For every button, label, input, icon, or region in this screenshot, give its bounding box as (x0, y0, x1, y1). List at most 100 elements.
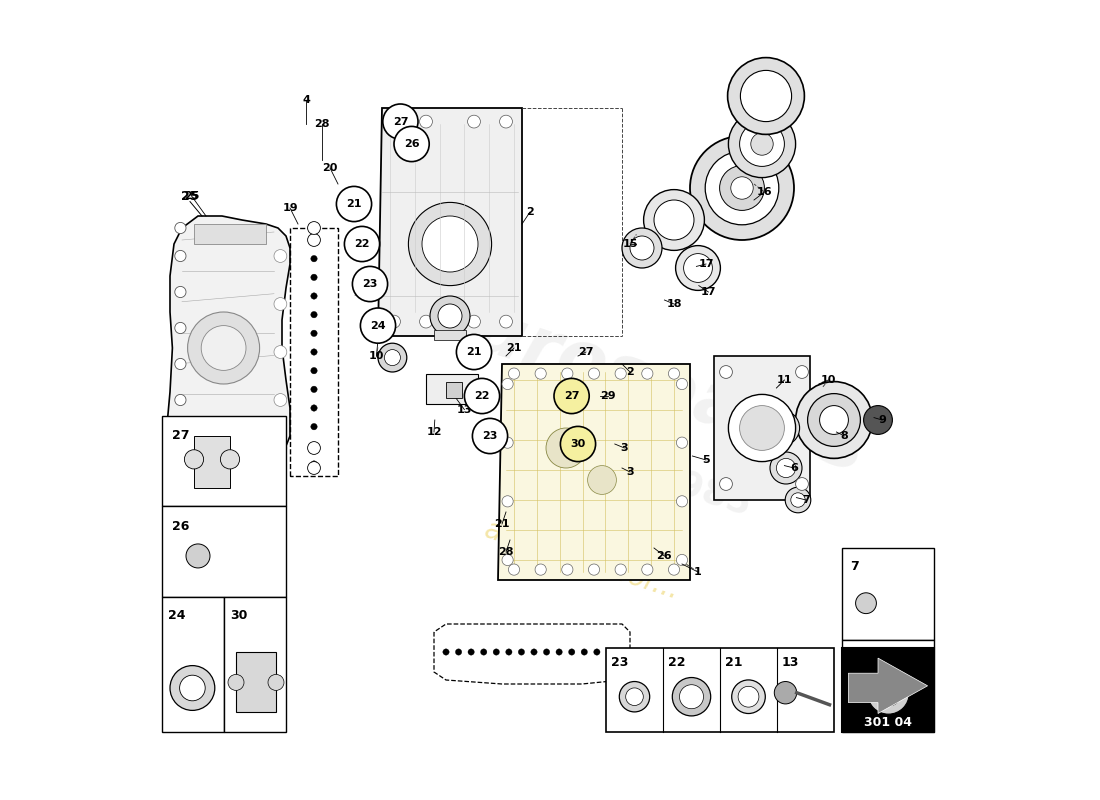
Text: 11: 11 (777, 375, 792, 385)
Circle shape (274, 250, 287, 262)
Text: 13: 13 (456, 405, 472, 414)
Circle shape (535, 368, 547, 379)
Circle shape (562, 368, 573, 379)
Text: 2: 2 (626, 367, 634, 377)
Circle shape (739, 122, 784, 166)
Circle shape (175, 222, 186, 234)
Circle shape (311, 386, 317, 393)
Circle shape (175, 286, 186, 298)
Circle shape (419, 315, 432, 328)
Circle shape (719, 366, 733, 378)
Circle shape (675, 246, 720, 290)
Text: 24: 24 (168, 609, 186, 622)
Text: 27: 27 (579, 347, 594, 357)
Text: 10: 10 (821, 375, 836, 385)
Text: 1: 1 (694, 567, 702, 577)
Circle shape (739, 406, 784, 450)
Circle shape (201, 326, 246, 370)
Circle shape (680, 685, 704, 709)
Circle shape (669, 368, 680, 379)
Circle shape (481, 649, 487, 655)
Text: 21: 21 (494, 519, 509, 529)
Circle shape (690, 136, 794, 240)
Circle shape (641, 368, 653, 379)
Text: 30: 30 (230, 609, 248, 622)
Bar (842, 648, 934, 732)
Circle shape (641, 564, 653, 575)
Circle shape (175, 458, 186, 470)
Circle shape (777, 458, 795, 478)
Circle shape (588, 368, 600, 379)
Circle shape (443, 649, 449, 655)
Circle shape (771, 418, 792, 438)
Text: eurospares: eurospares (418, 281, 873, 487)
Text: 28: 28 (498, 547, 514, 557)
Circle shape (175, 394, 186, 406)
Circle shape (705, 151, 779, 225)
Circle shape (795, 366, 808, 378)
Text: 26: 26 (172, 520, 189, 533)
Bar (434, 330, 466, 340)
Circle shape (308, 462, 320, 474)
Text: 17: 17 (701, 287, 716, 297)
Circle shape (535, 564, 547, 575)
Text: 6: 6 (850, 647, 859, 660)
Circle shape (581, 649, 587, 655)
Circle shape (774, 682, 796, 704)
Circle shape (807, 394, 860, 446)
Circle shape (468, 115, 481, 128)
Circle shape (683, 254, 713, 282)
Circle shape (676, 554, 688, 566)
Circle shape (502, 496, 514, 507)
Text: 21: 21 (506, 343, 521, 353)
Circle shape (569, 649, 575, 655)
Text: 13: 13 (782, 656, 800, 669)
Circle shape (727, 58, 804, 134)
Circle shape (468, 315, 481, 328)
Circle shape (868, 673, 910, 714)
Text: 301 04: 301 04 (864, 716, 912, 729)
Circle shape (556, 649, 562, 655)
Text: 19: 19 (283, 203, 298, 213)
Text: 16: 16 (757, 187, 772, 197)
Circle shape (175, 250, 186, 262)
Circle shape (311, 367, 317, 374)
Circle shape (554, 378, 590, 414)
Circle shape (274, 394, 287, 406)
Text: 24: 24 (371, 321, 386, 330)
Circle shape (186, 544, 210, 568)
Text: a passion for...: a passion for... (481, 515, 683, 605)
Circle shape (795, 382, 872, 458)
Circle shape (531, 649, 537, 655)
Circle shape (179, 675, 206, 701)
Circle shape (562, 564, 573, 575)
Circle shape (311, 311, 317, 318)
Text: 18: 18 (667, 299, 682, 309)
Bar (606, 648, 834, 732)
Text: 8: 8 (840, 431, 848, 441)
Circle shape (764, 410, 800, 446)
Text: 2: 2 (526, 207, 534, 217)
Circle shape (546, 428, 586, 468)
Circle shape (588, 564, 600, 575)
Text: 4: 4 (302, 95, 310, 105)
Circle shape (220, 450, 240, 469)
Text: 26: 26 (657, 551, 672, 561)
Circle shape (508, 368, 519, 379)
Circle shape (456, 334, 492, 370)
Circle shape (856, 593, 877, 614)
Circle shape (430, 296, 470, 336)
Circle shape (502, 554, 514, 566)
Text: 28: 28 (315, 119, 330, 129)
Bar (236, 652, 276, 712)
Circle shape (499, 115, 513, 128)
Circle shape (619, 682, 650, 712)
Circle shape (560, 426, 595, 462)
Text: 21: 21 (725, 656, 742, 669)
Text: 23: 23 (482, 431, 497, 441)
Circle shape (732, 680, 766, 714)
Circle shape (543, 649, 550, 655)
Bar (162, 597, 224, 732)
Bar (162, 506, 286, 597)
Circle shape (308, 222, 320, 234)
